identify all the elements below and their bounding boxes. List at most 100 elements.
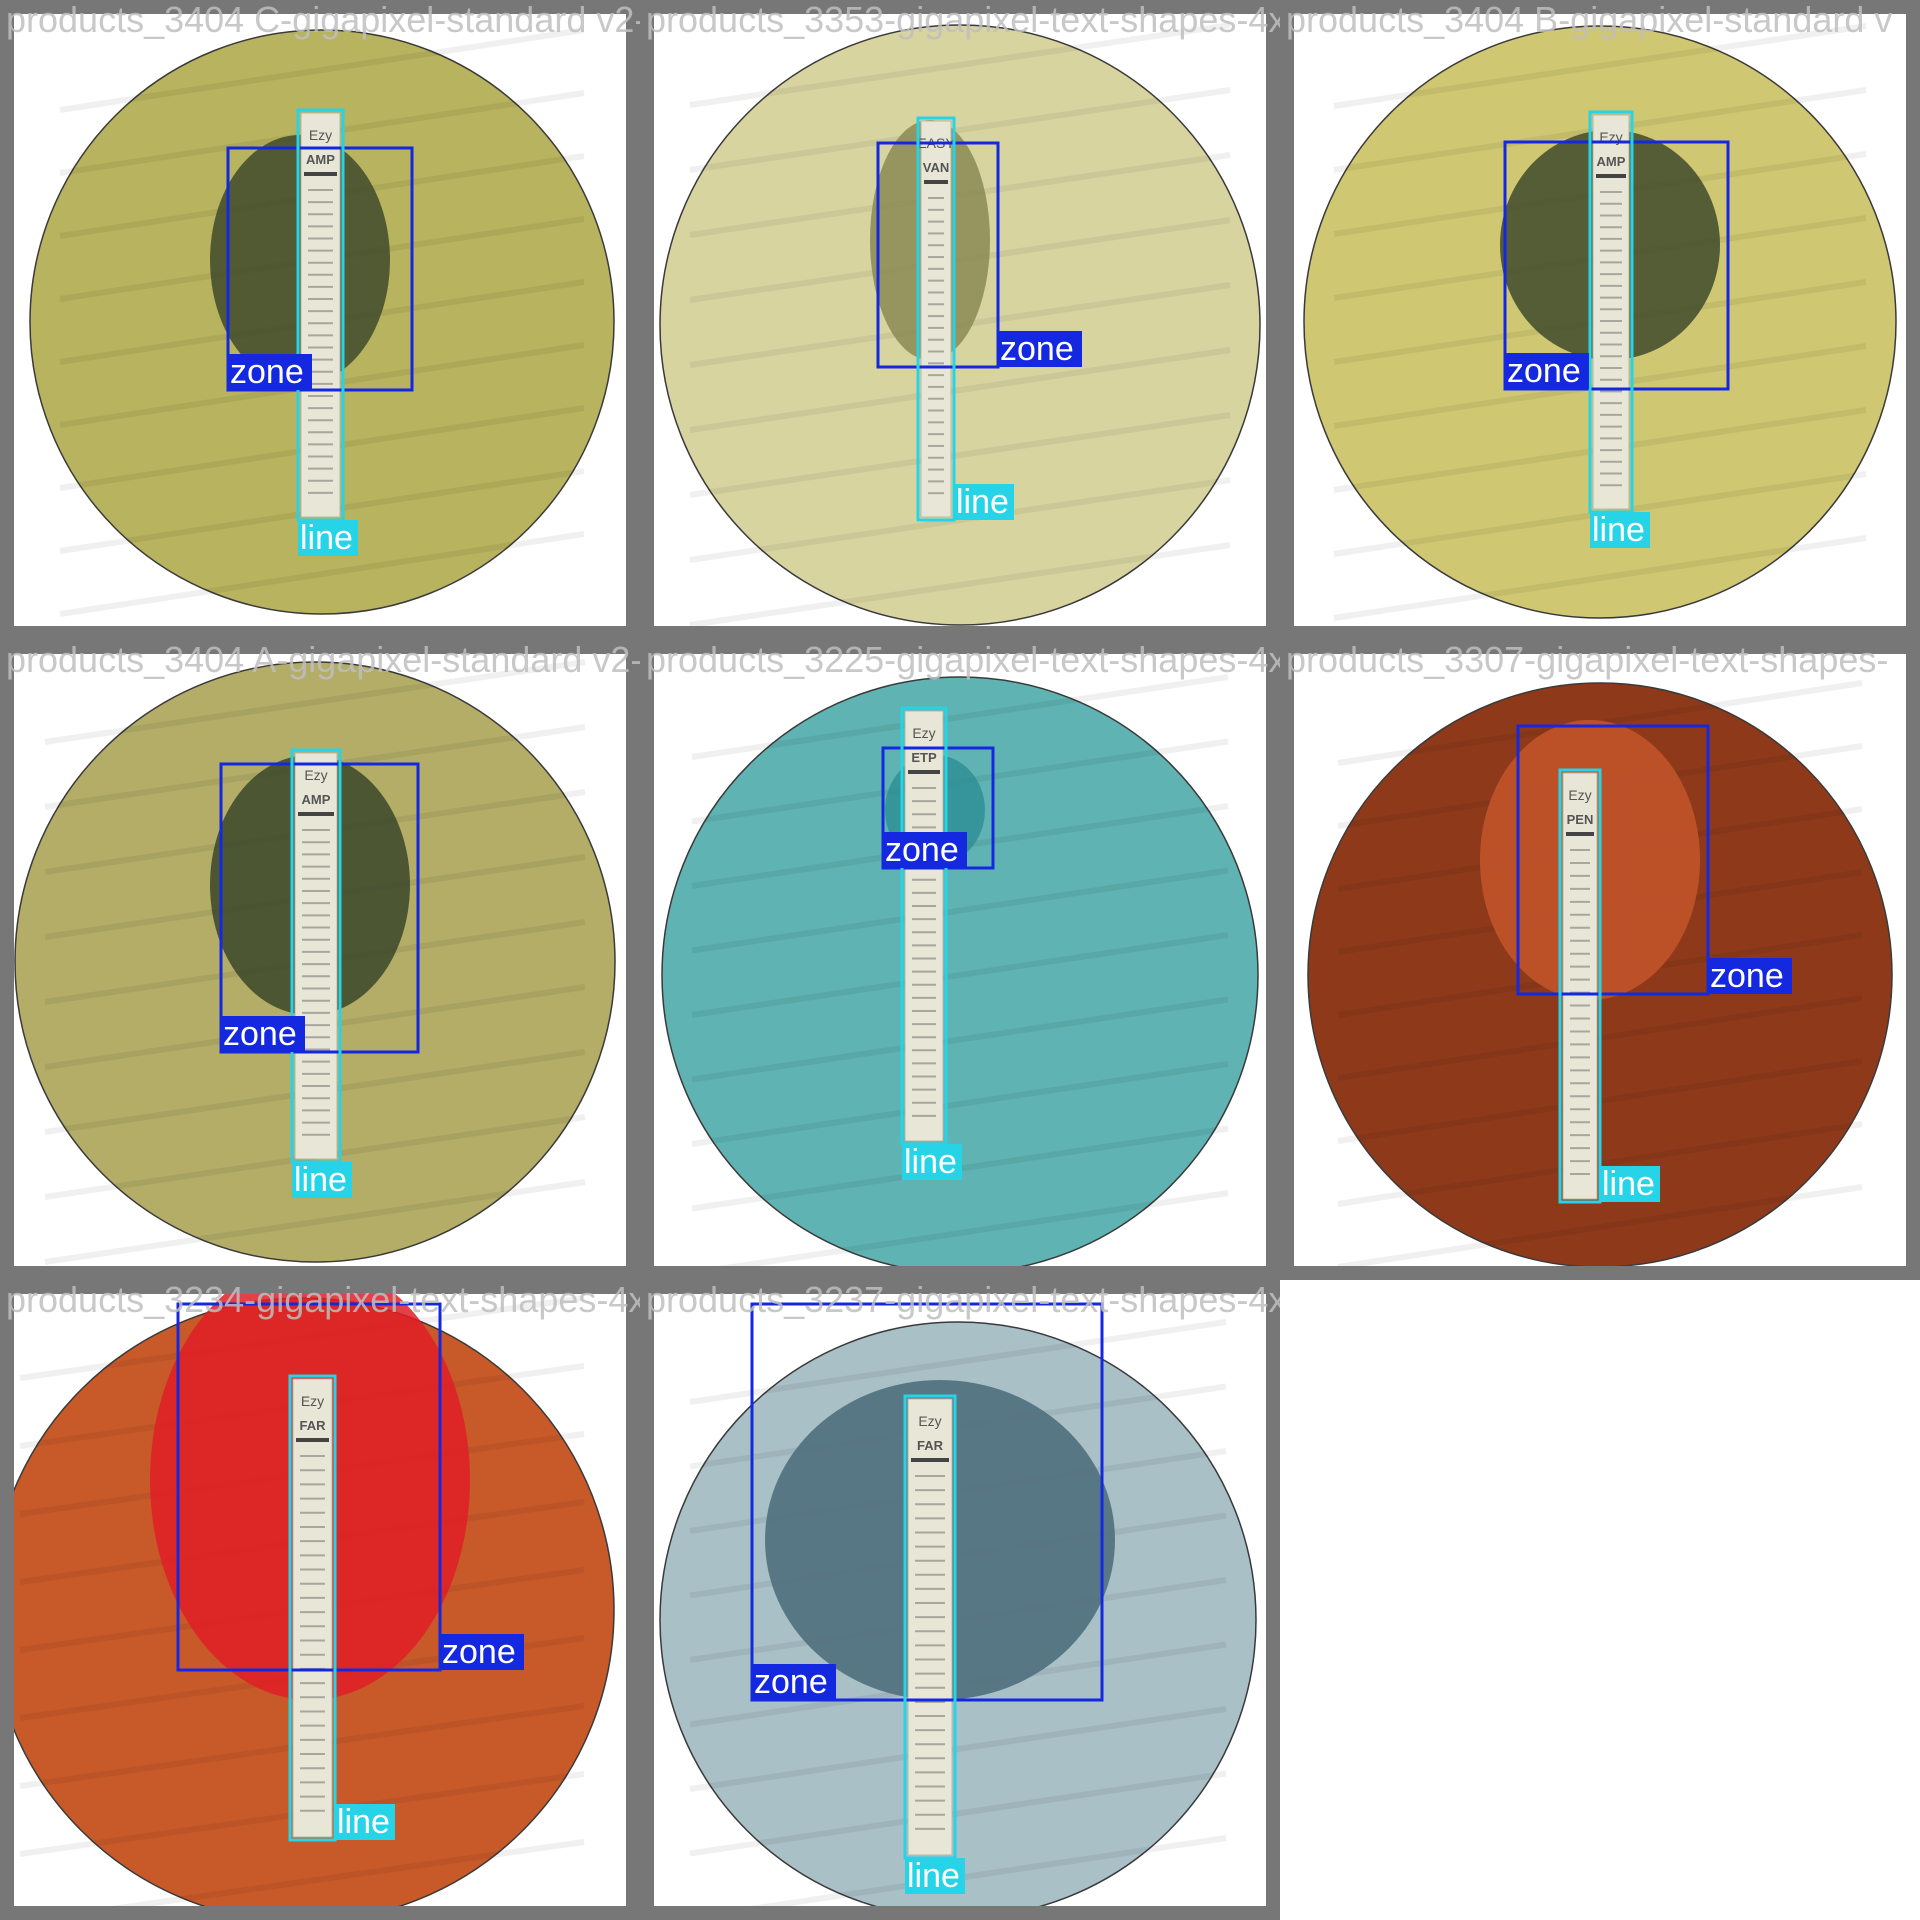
plate-texture-streak <box>1337 1184 1863 1270</box>
plate-texture-streak <box>691 867 1229 954</box>
tile-filename: products_3237-gigapixel-text-shapes-4x.j <box>646 1280 1280 1320</box>
zone-bounding-box <box>1516 724 1710 996</box>
line-label-bg <box>1600 1166 1660 1202</box>
tile-filename: products_3234-gigapixel-text-shapes-4x <box>6 1280 640 1320</box>
strip-drug-text: AMP <box>302 792 331 807</box>
plate-texture-streak <box>1333 535 1867 621</box>
line-bounding-box <box>1558 768 1602 1204</box>
line-bounding-box <box>288 1374 337 1842</box>
plate-tile-canvas: Ezy FAR zone line <box>0 1280 640 1920</box>
plate-texture-streak <box>689 542 1231 628</box>
zone-bounding-box <box>876 141 1000 369</box>
tile-frame <box>640 1280 1280 1920</box>
line-label: line <box>1602 1165 1655 1203</box>
zone-label-bg <box>883 832 967 868</box>
plate-texture-streak <box>691 932 1229 1018</box>
strip-drug-text: PEN <box>1567 812 1594 827</box>
plate-texture-streak <box>44 1179 586 1265</box>
strip-brand-text: Ezy <box>301 1393 324 1409</box>
tile-frame <box>640 640 1280 1280</box>
line-label: line <box>294 1161 347 1199</box>
strip-brand-text: Ezy <box>309 127 332 143</box>
strip-drug-text: ETP <box>911 750 937 765</box>
plate-tile: Ezy AMP zone line products_3404 B-gigapixel-… <box>1280 0 1920 640</box>
line-label-bg <box>335 1804 395 1840</box>
tile-frame <box>0 640 640 1280</box>
plate-tile-canvas: Ezy FAR zone line <box>640 1280 1280 1920</box>
plate-tile-canvas: Ezy AMP zone line <box>0 0 640 640</box>
test-strip <box>920 120 952 518</box>
zone-label: zone <box>1710 957 1784 995</box>
strip-brand-text: Ezy <box>1568 787 1591 803</box>
plate-texture-streak <box>1333 23 1867 109</box>
zone-label-bg <box>221 1016 305 1052</box>
line-label-bg <box>1590 512 1650 548</box>
strip-drug-text: FAR <box>300 1418 327 1433</box>
plate-tile: Ezy AMP zone line products_3404 C-gigapixel-… <box>0 0 640 640</box>
plate-tile: Ezy PEN zone line products_3307-gigapixel-te… <box>1280 640 1920 1280</box>
line-label-bg <box>902 1144 962 1180</box>
line-label-bg <box>292 1162 352 1198</box>
tile-filename: products_3404 C-gigapixel-standard v2-6x <box>6 0 640 40</box>
zone-label: zone <box>1000 330 1074 368</box>
zone-label: zone <box>1507 352 1581 390</box>
zone-bounding-box <box>750 1302 1104 1702</box>
strip-drug-text: AMP <box>306 152 335 167</box>
strip-divider <box>908 770 940 774</box>
plate-texture-streak <box>44 659 586 745</box>
zone-label: zone <box>223 1015 297 1053</box>
plate-tile: Ezy AMP zone line products_3404 A-gigapixel-… <box>0 640 640 1280</box>
line-label: line <box>1592 511 1645 549</box>
test-strip <box>1592 114 1630 510</box>
line-label-bg <box>954 484 1014 520</box>
zone-bounding-box <box>219 762 420 1054</box>
test-strip <box>907 1398 953 1856</box>
plate-texture-streak <box>59 531 585 617</box>
zone-label-bg <box>440 1634 524 1670</box>
zone-label-bg <box>1708 958 1792 994</box>
inhibition-zone <box>210 135 390 385</box>
plate-tile-canvas: Ezy ETP zone line <box>640 640 1280 1280</box>
strip-divider <box>304 172 337 176</box>
test-strip <box>294 752 338 1160</box>
plate-texture-streak <box>689 1319 1227 1405</box>
plate-texture-streak <box>691 1190 1229 1276</box>
test-strip <box>904 710 944 1142</box>
tile-frame <box>0 1280 640 1920</box>
test-strip <box>292 1378 333 1838</box>
tile-filename: products_3404 A-gigapixel-standard v2-6x <box>6 640 640 680</box>
line-label: line <box>907 1857 960 1895</box>
zone-label-bg <box>1505 353 1589 389</box>
zone-label-bg <box>228 354 312 390</box>
tile-filename: products_3353-gigapixel-text-shapes-4x <box>646 0 1280 40</box>
line-label-bg <box>905 1858 965 1894</box>
tile-filename: products_3307-gigapixel-text-shapes- <box>1286 640 1889 680</box>
zone-bounding-box <box>226 146 414 392</box>
strip-drug-text: VAN <box>923 160 949 175</box>
tile-frame <box>640 0 1280 640</box>
line-label: line <box>904 1143 957 1181</box>
plate-tile: EASY VAN zone line products_3353-gigapixel-t… <box>640 0 1280 640</box>
strip-drug-text: FAR <box>917 1438 944 1453</box>
zone-label: zone <box>230 353 304 391</box>
plate-tile-canvas: Ezy PEN zone line <box>1280 640 1920 1280</box>
plate-texture-streak <box>691 674 1229 760</box>
zone-label: zone <box>885 831 959 869</box>
line-label: line <box>337 1803 390 1841</box>
tile-frame <box>0 0 640 640</box>
strip-drug-text: AMP <box>1597 154 1626 169</box>
line-label: line <box>300 519 353 557</box>
strip-divider <box>924 180 948 184</box>
line-bounding-box <box>916 116 956 522</box>
plate-texture-streak <box>691 996 1229 1083</box>
strip-divider <box>1566 832 1594 836</box>
plate-texture-streak <box>691 1061 1229 1147</box>
plate-texture-streak <box>689 347 1231 433</box>
plate-tile: Ezy FAR zone line products_3234-gigapixel-te… <box>0 1280 640 1920</box>
plate-texture-streak <box>689 22 1231 108</box>
tile-frame <box>1280 0 1920 640</box>
zone-label: zone <box>442 1633 516 1671</box>
